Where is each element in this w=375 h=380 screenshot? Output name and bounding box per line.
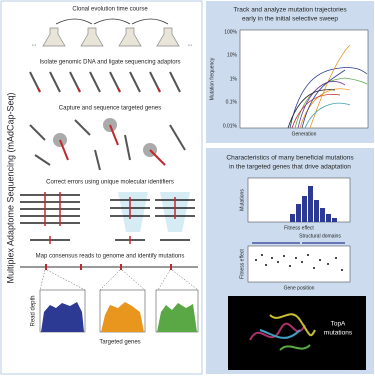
scatter-area <box>247 245 351 283</box>
y-tick-label: 10% <box>227 52 238 58</box>
histogram-bars <box>290 186 337 222</box>
ellipsis: ... <box>31 42 36 48</box>
capture-beads <box>29 118 186 171</box>
arrows <box>55 18 169 25</box>
axis-label: Mutations <box>239 189 245 211</box>
axis-label: Fitness effect <box>239 249 245 279</box>
axis-label: Generation <box>292 131 317 137</box>
step-title: Correct errors using unique molecular id… <box>46 180 174 186</box>
panel-title: early in the initial selective sweep <box>242 16 338 23</box>
plot-area <box>239 29 369 129</box>
axis-label: Targeted genes <box>99 340 140 346</box>
y-tick-label: 100% <box>224 29 237 35</box>
axis-label: Mutation frequency <box>209 57 215 100</box>
sidebar-title: Multiplex Adaptome Sequencing (mAdCap-Se… <box>5 92 15 283</box>
trajectories <box>287 44 368 129</box>
axis-label: Gene position <box>284 285 315 291</box>
protein-ribbons <box>249 313 316 351</box>
coverage <box>20 264 199 333</box>
y-ticks: 100% 10% 1% 0.1% 0.01% <box>223 29 238 129</box>
structure-label: mutations <box>324 330 353 337</box>
axis-label: Read depth <box>31 295 37 326</box>
step-title: Clonal evolution time course <box>72 7 148 13</box>
panel-title: Characteristics of many beneficial mutat… <box>226 155 354 162</box>
y-tick-label: 0.1% <box>226 99 238 105</box>
step-title: Map consensus reads to genome and identi… <box>36 254 185 260</box>
structure-label: TopA <box>331 321 346 328</box>
axis-label: Fitness effect <box>284 225 314 231</box>
domains-label: Structural domains <box>299 233 341 239</box>
scatter-points <box>255 254 343 271</box>
step-title: Isolate genomic DNA and ligate sequencin… <box>39 60 180 66</box>
dna-fragments <box>29 71 181 93</box>
step-title: Capture and sequence targeted genes <box>59 106 161 112</box>
umi-groups <box>20 192 195 244</box>
flasks <box>42 27 180 47</box>
panel-title: in the targeted genes that drive adaptat… <box>229 164 351 171</box>
y-tick-label: 1% <box>230 76 238 82</box>
y-tick-label: 0.01% <box>223 123 238 129</box>
ellipsis: ... <box>187 42 192 48</box>
panel-title: Track and analyze mutation trajectories <box>233 7 347 14</box>
